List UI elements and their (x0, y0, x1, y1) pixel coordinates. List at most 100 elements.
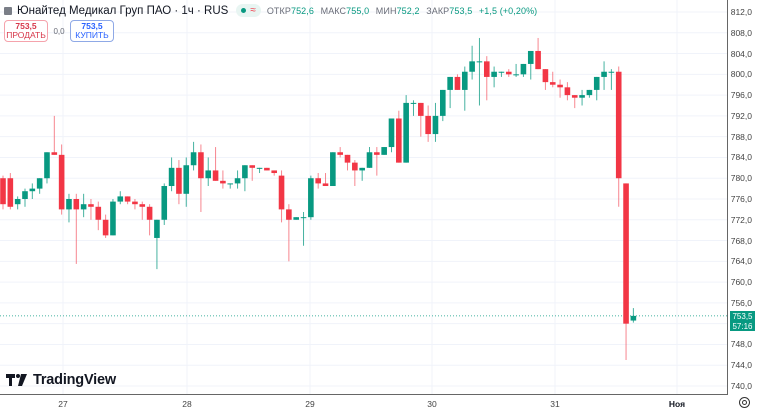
time-tick-label: 27 (58, 399, 68, 409)
candle (337, 152, 343, 155)
candle (623, 183, 629, 324)
candle (557, 84, 563, 88)
candle (447, 76, 453, 90)
candle (330, 152, 336, 187)
ohlc-values: ОТКР752,6 МАКС755,0 МИН752,2 ЗАКР753,5 +… (266, 5, 538, 16)
candle (278, 175, 285, 210)
price-tick-label: 780,0 (730, 173, 752, 184)
candle (256, 167, 263, 169)
market-open-dot-icon (241, 8, 247, 13)
candle (271, 170, 278, 174)
price-tick-label: 768,0 (730, 235, 752, 246)
candle (549, 82, 556, 85)
price-tick-label: 812,0 (730, 7, 752, 17)
candle (7, 178, 14, 207)
candle (542, 69, 549, 83)
candle (586, 89, 593, 96)
price-tick-label: 808,0 (730, 27, 752, 38)
candle (117, 196, 124, 202)
candle (418, 102, 424, 116)
candle (300, 217, 307, 219)
wave-icon: ≈ (250, 4, 256, 16)
candle (396, 118, 402, 163)
candle (615, 71, 622, 179)
candle (80, 204, 87, 210)
candle (220, 180, 226, 184)
candle (352, 162, 358, 171)
last-price-tag: 753,5 57:16 (730, 311, 755, 331)
candle (601, 71, 607, 77)
market-status-badge[interactable]: ≈ (236, 4, 261, 17)
candle (36, 178, 43, 189)
high-value: 755,0 (346, 5, 370, 16)
candle (286, 209, 292, 220)
price-tick-label: 788,0 (730, 131, 752, 142)
candle (564, 87, 571, 96)
candle (132, 201, 138, 205)
candle (124, 196, 131, 202)
time-tick-label: Ноя (668, 399, 686, 409)
candle (476, 61, 483, 63)
price-tick-label: 796,0 (730, 90, 752, 101)
low-value: 752,2 (396, 5, 420, 16)
price-tick-label: 792,0 (730, 110, 752, 121)
candle (0, 178, 6, 205)
candle (264, 167, 270, 171)
candle (344, 154, 351, 163)
time-tick-label: 28 (182, 399, 192, 409)
candle (154, 219, 160, 238)
candle (322, 183, 329, 187)
candle (440, 89, 446, 116)
candle (454, 76, 461, 90)
price-tick-label: 772,0 (730, 214, 752, 225)
price-tick-label: 804,0 (730, 48, 752, 59)
candle (520, 63, 527, 75)
candlestick-chart[interactable] (0, 0, 728, 394)
sell-button[interactable]: 753,5 ПРОДАТЬ (4, 20, 48, 42)
candle (51, 152, 58, 155)
candle (22, 191, 28, 199)
candle (234, 178, 241, 184)
candle (66, 199, 72, 210)
candle (608, 71, 615, 73)
candle (205, 170, 212, 179)
candle (242, 165, 248, 179)
candle (183, 165, 190, 194)
candle (498, 71, 505, 73)
candle (315, 178, 321, 184)
change-value: +1,5 (+0,20%) (478, 5, 538, 16)
price-axis[interactable]: 812,0 808,0 804,0 800,0 796,0 792,0 788,0 784,0… (727, 0, 758, 394)
candle (168, 167, 175, 187)
candle (469, 61, 475, 72)
candle (249, 165, 256, 168)
candle (176, 167, 182, 194)
open-value: 752,6 (290, 5, 314, 16)
symbol-icon (4, 6, 12, 15)
symbol-legend: Юнайтед Медикал Груп ПАО · 1ч · RUS ≈ ОТ… (4, 4, 541, 17)
price-tick-label: 800,0 (730, 69, 752, 80)
candle (190, 152, 197, 166)
candle (139, 204, 146, 207)
close-value: 753,5 (449, 5, 473, 16)
candle (110, 201, 116, 236)
price-tick-label: 756,0 (730, 297, 752, 308)
candle (432, 115, 439, 135)
candle (579, 95, 585, 98)
candle (388, 118, 395, 148)
settings-icon[interactable] (739, 397, 750, 408)
candle (198, 152, 204, 179)
price-tick-label: 764,0 (730, 256, 752, 267)
candle (14, 199, 21, 205)
time-axis[interactable]: 27 28 29 30 31 Ноя (0, 394, 728, 413)
buy-button[interactable]: 753,5 КУПИТЬ (70, 20, 114, 42)
candle (308, 178, 314, 218)
candle (403, 102, 409, 163)
candle (359, 167, 365, 171)
candle (505, 71, 512, 75)
candle (227, 183, 234, 185)
price-tick-label: 740,0 (730, 381, 752, 391)
symbol-title[interactable]: Юнайтед Медикал Груп ПАО · 1ч · RUS (17, 4, 229, 17)
candle (95, 206, 102, 220)
tradingview-logo[interactable]: TradingView (6, 372, 116, 388)
candle (29, 188, 36, 192)
